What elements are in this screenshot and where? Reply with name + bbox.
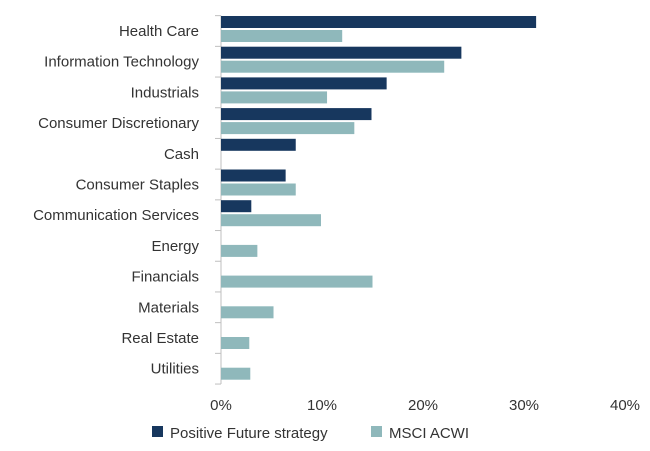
bar-msci-acwi [221,367,251,380]
category-label: Real Estate [121,330,199,347]
category-label: Materials [138,299,199,316]
bar-positive-future [221,108,372,121]
bars-layer [221,16,537,380]
bar-msci-acwi [221,183,296,196]
x-tick-label: 20% [408,397,438,414]
legend-swatch-msci-acwi [371,426,382,437]
legend: Positive Future strategy MSCI ACWI [152,425,469,442]
category-label: Industrials [131,84,199,101]
x-tick-label: 0% [210,397,232,414]
bar-positive-future [221,200,252,213]
legend-label: Positive Future strategy [170,425,328,442]
bar-msci-acwi [221,60,445,73]
bar-msci-acwi [221,214,321,227]
category-label: Communication Services [33,207,199,224]
category-label: Utilities [151,361,199,378]
category-label: Financials [131,269,199,286]
category-label: Consumer Discretionary [38,115,199,132]
category-label: Cash [164,146,199,163]
category-label: Consumer Staples [76,177,199,194]
bar-msci-acwi [221,244,258,257]
category-label: Health Care [119,23,199,40]
bar-positive-future [221,46,462,59]
category-labels: Health Care Information Technology Industr… [33,23,199,378]
x-axis-ticks: 0% 10% 20% 30% 40% [210,397,640,414]
bar-msci-acwi [221,306,274,319]
bar-msci-acwi [221,275,373,288]
bar-positive-future [221,16,537,28]
x-tick-label: 40% [610,397,640,414]
x-tick-label: 10% [307,397,337,414]
bar-msci-acwi [221,91,328,104]
bar-msci-acwi [221,337,250,349]
axis-layer [215,15,222,385]
bar-msci-acwi [221,30,343,42]
bar-positive-future [221,169,286,182]
category-label: Information Technology [44,54,199,71]
legend-swatch-positive-future [152,426,163,437]
legend-label: MSCI ACWI [389,425,469,442]
bar-positive-future [221,138,296,151]
bar-positive-future [221,77,387,90]
bar-msci-acwi [221,122,355,135]
category-label: Energy [151,238,199,255]
x-tick-label: 30% [509,397,539,414]
